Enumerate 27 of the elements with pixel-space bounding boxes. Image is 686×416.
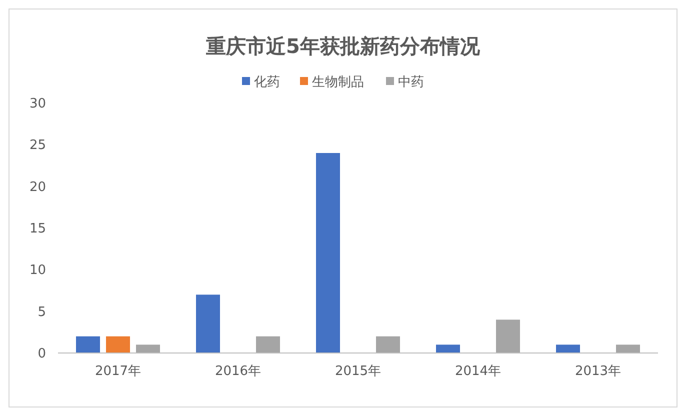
y-tick-label: 20 bbox=[29, 180, 46, 195]
bar bbox=[256, 336, 280, 353]
y-tick-label: 30 bbox=[29, 96, 46, 112]
bar bbox=[106, 336, 130, 353]
bar bbox=[196, 294, 220, 353]
x-tick-label: 2014年 bbox=[454, 364, 502, 379]
bar bbox=[76, 336, 100, 353]
legend-label: 生物制品 bbox=[312, 75, 364, 90]
chart-title: 重庆市近5年获批新药分布情况 bbox=[205, 34, 481, 58]
x-tick-label: 2016年 bbox=[214, 364, 262, 379]
bar bbox=[496, 320, 520, 353]
bar bbox=[616, 344, 640, 353]
x-tick-label: 2015年 bbox=[334, 364, 382, 379]
y-tick-label: 10 bbox=[29, 263, 46, 278]
bar bbox=[376, 336, 400, 353]
x-tick-label: 2017年 bbox=[94, 364, 142, 379]
y-tick-label: 0 bbox=[38, 346, 46, 362]
x-tick-label: 2013年 bbox=[574, 364, 622, 379]
bar bbox=[436, 344, 460, 353]
bar bbox=[136, 344, 160, 353]
legend-label: 化药 bbox=[254, 75, 280, 90]
y-tick-label: 15 bbox=[29, 222, 46, 237]
y-tick-label: 25 bbox=[29, 138, 46, 154]
bar bbox=[316, 153, 340, 353]
legend-label: 中药 bbox=[398, 75, 424, 90]
bar bbox=[556, 344, 580, 353]
y-tick-label: 5 bbox=[38, 304, 46, 320]
